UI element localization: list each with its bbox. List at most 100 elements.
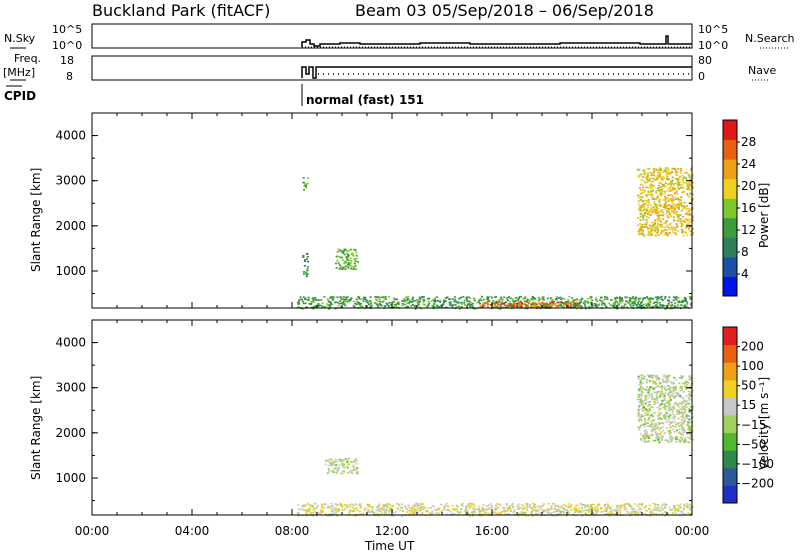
velocity-data-cell bbox=[383, 509, 386, 511]
velocity-data-cell bbox=[315, 507, 318, 510]
velocity-data-cell bbox=[517, 505, 520, 508]
velocity-data-cell bbox=[553, 508, 556, 510]
velocity-data-cell bbox=[530, 512, 533, 514]
power-data-cell bbox=[500, 306, 503, 308]
velocity-data-cell bbox=[470, 503, 473, 506]
power-ytick-label: 2000 bbox=[55, 219, 86, 233]
power-data-cell bbox=[648, 232, 651, 234]
velocity-data-cell bbox=[677, 504, 680, 507]
power-data-cell bbox=[647, 193, 650, 196]
power-data-cell bbox=[405, 296, 408, 298]
velocity-data-cell bbox=[644, 389, 647, 391]
power-data-cell bbox=[666, 197, 669, 199]
velocity-data-cell bbox=[326, 506, 329, 509]
power-data-cell bbox=[579, 305, 582, 307]
power-data-cell bbox=[650, 174, 653, 177]
velocity-data-cell bbox=[670, 439, 673, 442]
velocity-data-cell bbox=[645, 435, 648, 438]
power-data-cell bbox=[681, 229, 684, 232]
velocity-data-cell bbox=[682, 406, 685, 408]
power-data-cell bbox=[626, 296, 629, 299]
velocity-data-cell bbox=[645, 414, 648, 416]
power-data-cell bbox=[354, 268, 357, 271]
power-data-cell bbox=[631, 297, 634, 300]
velocity-data-cell bbox=[348, 510, 351, 512]
power-data-cell bbox=[472, 306, 474, 308]
velocity-data-cell bbox=[647, 391, 650, 394]
velocity-data-cell bbox=[525, 503, 528, 505]
velocity-data-cell bbox=[686, 417, 689, 420]
velocity-data-cell bbox=[657, 426, 660, 428]
velocity-data-cell bbox=[381, 507, 384, 510]
velocity-data-cell bbox=[653, 391, 656, 394]
power-data-cell bbox=[345, 296, 348, 299]
power-data-cell bbox=[449, 301, 452, 303]
velocity-data-cell bbox=[669, 422, 672, 425]
power-data-cell bbox=[486, 300, 489, 302]
power-data-cell bbox=[680, 199, 683, 202]
velocity-data-cell bbox=[507, 509, 509, 512]
velocity-data-cell bbox=[490, 505, 493, 507]
power-data-cell bbox=[366, 299, 369, 302]
velocity-data-cell bbox=[344, 503, 347, 506]
velocity-data-cell bbox=[442, 508, 445, 511]
velocity-data-cell bbox=[623, 504, 626, 506]
power-data-cell bbox=[349, 264, 352, 267]
power-colorbar-bin bbox=[723, 276, 737, 297]
velocity-colorbar-tick-label: −200 bbox=[741, 476, 774, 490]
power-data-cell bbox=[665, 229, 668, 231]
velocity-data-cell bbox=[689, 426, 692, 428]
velocity-data-cell bbox=[335, 466, 338, 469]
power-data-cell bbox=[647, 303, 650, 306]
power-data-cell bbox=[646, 297, 649, 300]
power-data-cell bbox=[677, 216, 680, 219]
velocity-data-cell bbox=[498, 503, 501, 506]
power-data-cell bbox=[545, 303, 548, 306]
power-data-cell bbox=[650, 187, 653, 189]
power-data-cell bbox=[690, 233, 693, 236]
power-data-cell bbox=[651, 184, 654, 186]
power-data-cell bbox=[688, 207, 691, 210]
velocity-data-cell bbox=[580, 503, 583, 505]
power-data-cell bbox=[633, 299, 636, 302]
power-data-cell bbox=[658, 182, 661, 184]
power-data-cell bbox=[369, 296, 372, 298]
velocity-data-cell bbox=[493, 511, 496, 513]
power-data-cell bbox=[656, 301, 659, 303]
velocity-colorbar-bin bbox=[723, 397, 737, 416]
velocity-data-cell bbox=[654, 439, 657, 442]
power-data-cell bbox=[353, 258, 356, 260]
velocity-data-cell bbox=[599, 508, 602, 510]
velocity-data-cell bbox=[654, 422, 657, 425]
velocity-data-cell bbox=[637, 375, 640, 378]
velocity-data-cell bbox=[339, 472, 342, 474]
velocity-data-cell bbox=[672, 416, 675, 419]
velocity-data-cell bbox=[682, 397, 685, 400]
nave-label: Nave bbox=[748, 64, 776, 77]
power-data-cell bbox=[654, 222, 656, 224]
power-data-cell bbox=[549, 301, 551, 304]
velocity-ylabel: Slant Range [km] bbox=[29, 376, 43, 480]
velocity-data-cell bbox=[664, 504, 667, 507]
power-data-cell bbox=[306, 268, 309, 270]
power-data-cell bbox=[374, 302, 377, 304]
velocity-data-cell bbox=[666, 378, 668, 380]
power-data-cell bbox=[392, 297, 395, 300]
power-data-cell bbox=[438, 306, 441, 308]
power-data-cell bbox=[637, 203, 640, 205]
velocity-data-cell bbox=[624, 503, 627, 505]
velocity-data-cell bbox=[668, 408, 671, 410]
power-data-cell bbox=[629, 304, 632, 306]
velocity-data-cell bbox=[667, 394, 670, 397]
power-data-cell bbox=[642, 216, 645, 219]
power-data-cell bbox=[682, 181, 685, 183]
power-data-cell bbox=[664, 169, 667, 172]
power-data-cell bbox=[655, 169, 658, 172]
power-data-cell bbox=[329, 305, 332, 307]
power-data-cell bbox=[667, 210, 670, 212]
velocity-data-cell bbox=[671, 395, 674, 397]
velocity-data-cell bbox=[675, 440, 678, 443]
velocity-data-cell bbox=[679, 389, 682, 392]
power-data-cell bbox=[323, 306, 326, 308]
